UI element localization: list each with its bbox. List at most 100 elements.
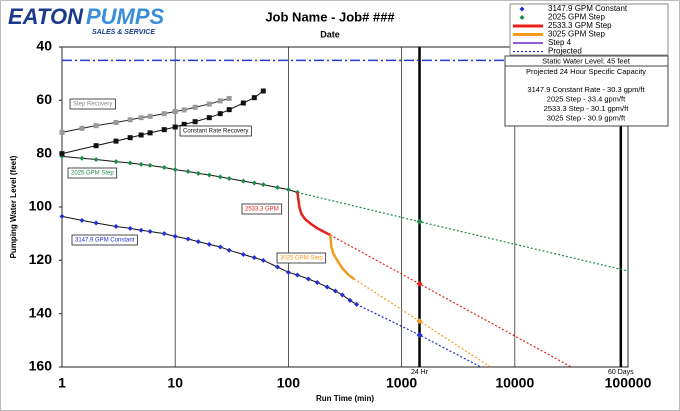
point: [285, 269, 291, 275]
point: [138, 115, 144, 121]
info-static: Static Water Level: 45 feet: [542, 56, 631, 65]
legend-label: 3025 GPM Step: [548, 30, 605, 39]
point: [332, 288, 338, 294]
y-tick-label: 140: [29, 304, 53, 320]
logo-tagline: SALES & SERVICE: [92, 29, 155, 36]
point: [147, 162, 153, 168]
point: [93, 157, 99, 163]
point: [172, 233, 178, 239]
series-label: 2025 GPM Step: [71, 171, 114, 177]
point: [217, 244, 223, 250]
point: [314, 279, 320, 285]
point: [192, 104, 198, 110]
point: [181, 107, 187, 113]
point: [59, 151, 65, 157]
logo-eaton: EATON: [8, 4, 84, 29]
point: [206, 101, 212, 107]
point: [79, 155, 85, 161]
point: [217, 98, 223, 104]
point: [138, 227, 144, 233]
info-line: 3147.9 Constant Rate - 30.3 gpm/ft: [527, 85, 645, 94]
point: [59, 129, 65, 135]
point: [206, 115, 212, 121]
point: [217, 111, 223, 117]
projection-point: [416, 332, 423, 338]
logo-pumps: PUMPS: [86, 4, 165, 29]
series-label: 2533.3 GPM: [245, 207, 279, 213]
series-label-box: [179, 125, 252, 137]
series-label-box: [67, 167, 118, 179]
point: [347, 297, 353, 303]
chart-title: Job Name - Job# ###: [265, 9, 395, 24]
point: [161, 127, 167, 133]
series-label-box: [241, 203, 283, 215]
legend-label: 2533.3 GPM Step: [548, 21, 612, 30]
point: [147, 113, 153, 119]
legend-label: Projected: [548, 47, 582, 56]
point: [274, 264, 280, 270]
legend-symbol: [519, 6, 525, 12]
point: [240, 178, 246, 184]
point: [127, 135, 133, 141]
x-tick-label: 10000: [495, 375, 534, 391]
series-label-box: [71, 234, 138, 246]
info-static-box: [504, 55, 669, 67]
point: [172, 124, 178, 130]
point: [113, 223, 119, 229]
point: [113, 159, 119, 165]
legend-symbol: [519, 15, 525, 20]
projection-point: [416, 280, 423, 287]
point: [240, 251, 246, 257]
y-tick-label: 40: [36, 38, 52, 54]
series-label-box: [69, 98, 116, 110]
point: [294, 272, 300, 278]
point: [147, 130, 153, 136]
time-marker-label: 60 Days: [608, 369, 634, 376]
point: [172, 109, 178, 115]
point: [147, 229, 153, 235]
chart-subtitle: Date: [320, 29, 340, 39]
info-heading: Projected 24 Hour Specific Capacity: [526, 67, 646, 76]
point: [172, 167, 178, 173]
x-tick-label: 100000: [605, 375, 652, 391]
legend-label: Step 4: [548, 38, 572, 47]
point: [324, 284, 330, 290]
point: [251, 180, 257, 186]
point: [185, 169, 191, 175]
point: [93, 220, 99, 226]
info-line: 2533.3 Step - 30.1 gpm/ft: [544, 104, 630, 113]
point: [79, 217, 85, 223]
point: [260, 257, 266, 263]
info-line: 2025 Step - 33.4 gpm/ft: [547, 94, 626, 103]
projection-line: [356, 303, 482, 368]
point: [217, 174, 223, 180]
y-tick-label: 60: [36, 91, 52, 107]
y-axis-title: Pumping Water Level (feet): [9, 155, 18, 258]
point: [226, 95, 232, 101]
point: [113, 138, 119, 144]
time-marker-label: 24 Hr: [411, 369, 429, 376]
point: [260, 88, 266, 94]
projection-point: [416, 318, 423, 325]
point: [59, 213, 65, 219]
point: [138, 132, 144, 138]
point: [127, 225, 133, 231]
point: [127, 117, 133, 123]
series-label: 3147.9 GPM Constant: [75, 238, 135, 244]
point: [79, 125, 85, 131]
point: [161, 165, 167, 171]
x-tick-label: 1: [58, 375, 66, 391]
point: [192, 119, 198, 125]
point: [251, 255, 257, 261]
point: [93, 143, 99, 149]
point: [206, 241, 212, 247]
series-label-box: [276, 252, 327, 264]
point: [354, 301, 360, 307]
y-tick-label: 160: [29, 358, 53, 374]
point: [195, 239, 201, 245]
point: [138, 161, 144, 167]
point: [206, 172, 212, 178]
point: [181, 121, 187, 127]
point: [251, 95, 257, 101]
